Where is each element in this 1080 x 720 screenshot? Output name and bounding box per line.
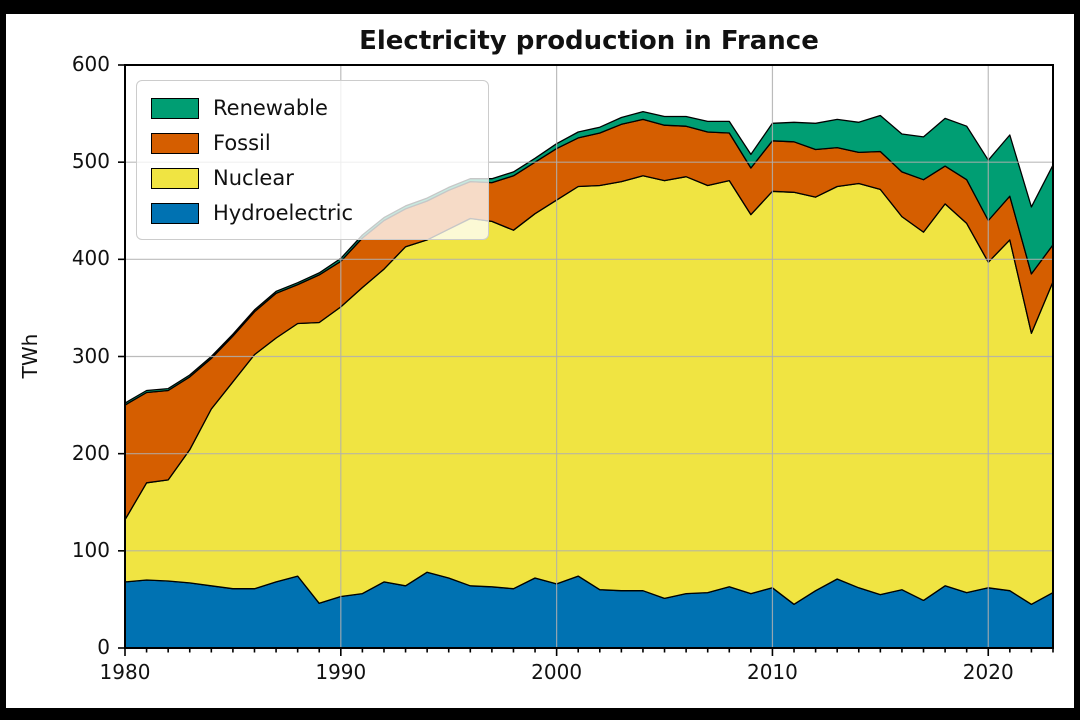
y-tick-label: 0 xyxy=(97,635,110,659)
x-tick-label: 2000 xyxy=(531,660,583,684)
legend-label: Fossil xyxy=(213,130,271,155)
legend: Renewable Fossil Nuclear Hydroelectric xyxy=(136,80,489,240)
chart-title: Electricity production in France xyxy=(359,26,819,56)
legend-label: Hydroelectric xyxy=(213,200,354,225)
legend-label: Renewable xyxy=(213,95,328,120)
figure: Electricity production in France TWh Ren… xyxy=(6,14,1074,708)
y-tick-label: 600 xyxy=(71,52,110,76)
y-tick-label: 300 xyxy=(71,343,110,368)
y-tick-label: 200 xyxy=(71,440,110,465)
x-tick-label: 2010 xyxy=(746,660,798,684)
x-tick-label: 2020 xyxy=(962,660,1014,684)
renewable-swatch-icon xyxy=(151,97,199,119)
y-tick-label: 500 xyxy=(71,149,110,174)
legend-item-fossil: Fossil xyxy=(151,126,474,160)
y-tick-label: 400 xyxy=(71,246,110,271)
hydroelectric-swatch-icon xyxy=(151,202,199,224)
legend-item-nuclear: Nuclear xyxy=(151,161,474,195)
legend-label: Nuclear xyxy=(213,165,294,190)
legend-item-hydroelectric: Hydroelectric xyxy=(151,196,474,230)
legend-item-renewable: Renewable xyxy=(151,91,474,125)
fossil-swatch-icon xyxy=(151,132,199,154)
area-nuclear xyxy=(124,175,1054,605)
y-tick-label: 100 xyxy=(71,537,110,562)
x-tick-label: 1980 xyxy=(99,660,151,684)
x-tick-label: 1990 xyxy=(315,660,367,684)
nuclear-swatch-icon xyxy=(151,167,199,189)
